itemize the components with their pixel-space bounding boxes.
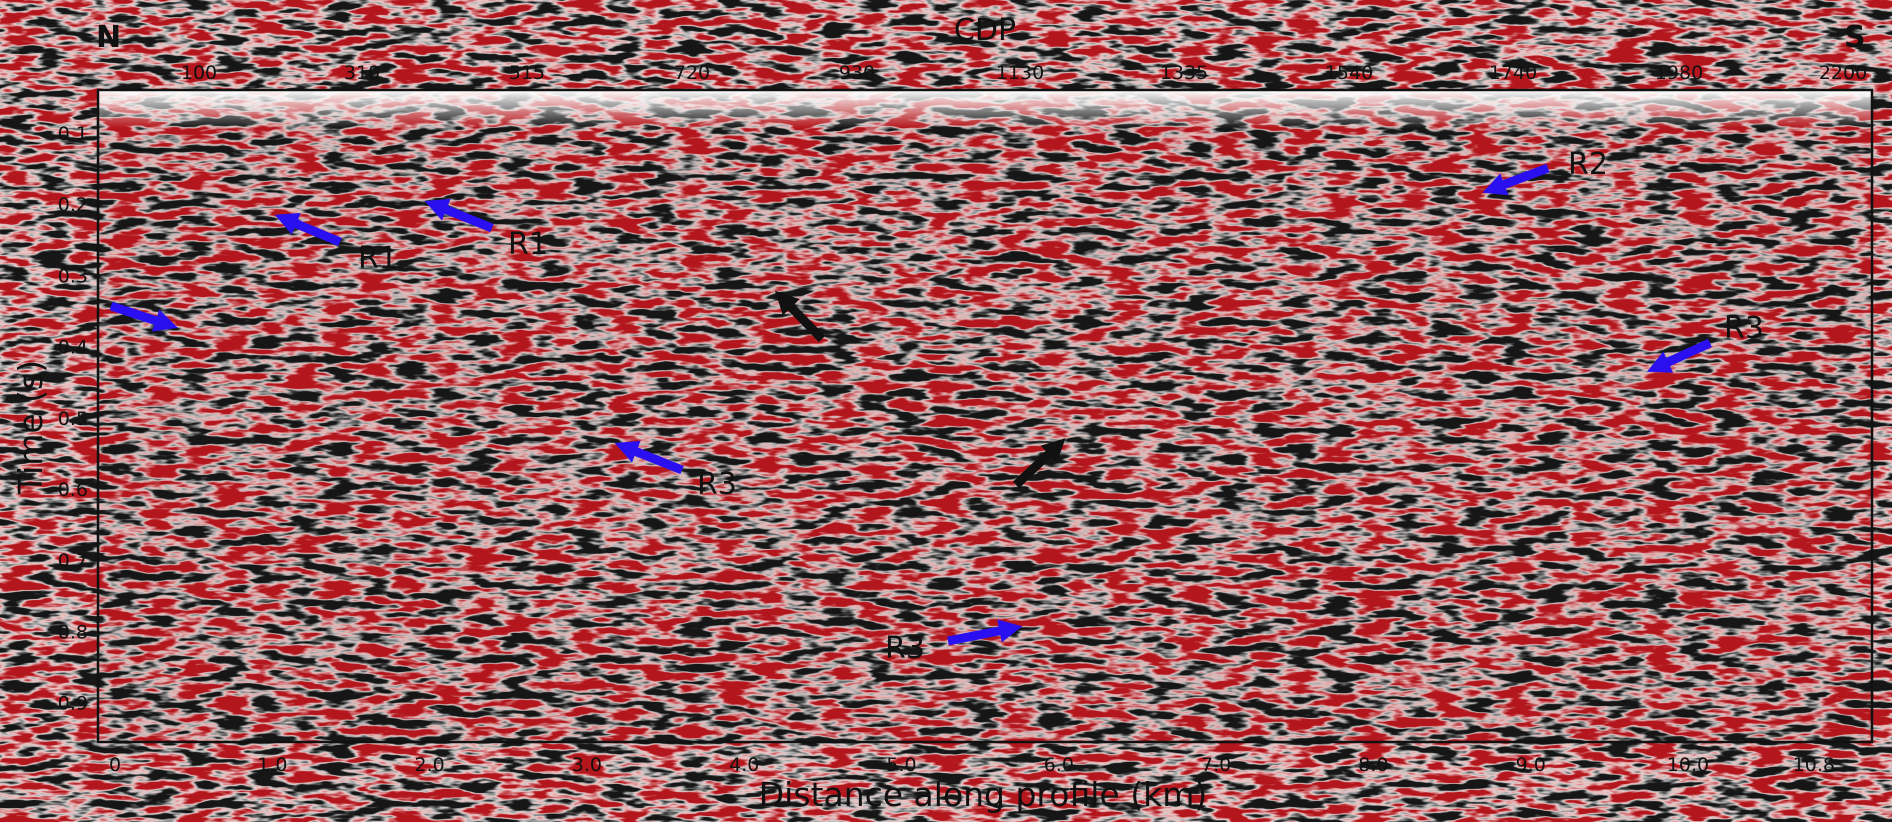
top-tick-label: 310 <box>344 62 380 84</box>
blue-arrow-icon <box>1482 163 1550 196</box>
top-tick-label: 1540 <box>1325 62 1373 84</box>
blue-arrow-icon <box>424 198 494 233</box>
black-arrow-icon <box>774 290 826 343</box>
top-axis-ticks: 100 310 515 720 930 1130 1335 1540 1740 1980 2200 <box>181 62 1867 84</box>
blue-arrow-icon <box>109 301 178 332</box>
bottom-tick-label: 9.0 <box>1516 754 1546 776</box>
bottom-axis-ticks: 0 1.0 2.0 3.0 4.0 5.0 6.0 7.0 8.0 9.0 10.0 10.8 <box>109 754 1835 776</box>
plot-frame <box>96 88 1874 744</box>
black-arrow-icon <box>1012 438 1066 489</box>
left-tick-label: 0.5 <box>58 408 88 430</box>
top-tick-label: 100 <box>181 62 217 84</box>
left-tick-label: 0.7 <box>58 550 88 572</box>
left-tick-label: 0.1 <box>58 123 88 145</box>
top-tick-label: 930 <box>839 62 875 84</box>
left-tick-label: 0.9 <box>58 693 88 715</box>
direction-north: N <box>96 20 121 55</box>
left-tick-label: 0.6 <box>58 479 88 501</box>
bottom-tick-label: 6.0 <box>1044 754 1074 776</box>
top-tick-label: 2200 <box>1819 62 1867 84</box>
reflector-label: R3 <box>697 467 737 502</box>
top-tick-label: 515 <box>509 62 545 84</box>
reflector-label: R2 <box>1568 147 1608 182</box>
bottom-tick-label: 1.0 <box>257 754 287 776</box>
top-tick-label: 1740 <box>1489 62 1537 84</box>
left-tick-label: 0.4 <box>58 337 88 359</box>
left-tick-label: 0.2 <box>58 194 88 216</box>
bottom-axis-title: Distance along profile (km) <box>759 775 1207 814</box>
left-tick-label: 0.3 <box>58 265 88 287</box>
bottom-tick-label: 7.0 <box>1201 754 1231 776</box>
left-axis-title: Time (s) <box>11 360 50 495</box>
direction-south: S <box>1844 20 1866 55</box>
annotations: R1 R1 R2 R3 R3 R3 <box>109 147 1764 666</box>
blue-arrow-icon <box>614 440 684 475</box>
bottom-tick-label: 4.0 <box>729 754 759 776</box>
top-tick-label: 1130 <box>996 62 1044 84</box>
bottom-tick-label: 0 <box>109 754 121 776</box>
top-tick-label: 1980 <box>1655 62 1703 84</box>
left-tick-label: 0.8 <box>58 621 88 643</box>
top-axis-title: CDP <box>954 13 1016 48</box>
bottom-tick-label: 8.0 <box>1358 754 1388 776</box>
top-tick-label: 720 <box>674 62 710 84</box>
reflector-label: R3 <box>1724 311 1764 346</box>
bottom-tick-label: 2.0 <box>414 754 444 776</box>
blue-arrow-icon <box>1646 338 1712 373</box>
reflector-label: R1 <box>508 227 548 262</box>
blue-arrow-icon <box>947 619 1023 646</box>
seismic-image <box>98 90 1872 742</box>
bottom-tick-label: 3.0 <box>572 754 602 776</box>
bottom-tick-label: 5.0 <box>886 754 916 776</box>
bottom-tick-label: 10.0 <box>1667 754 1709 776</box>
top-tick-label: 1335 <box>1160 62 1208 84</box>
bottom-tick-label: 10.8 <box>1793 754 1835 776</box>
reflector-label: R3 <box>885 631 925 666</box>
left-axis-ticks: 0.1 0.2 0.3 0.4 0.5 0.6 0.7 0.8 0.9 <box>58 123 88 715</box>
reflector-label: R1 <box>358 241 398 276</box>
blue-arrow-icon <box>274 213 342 247</box>
